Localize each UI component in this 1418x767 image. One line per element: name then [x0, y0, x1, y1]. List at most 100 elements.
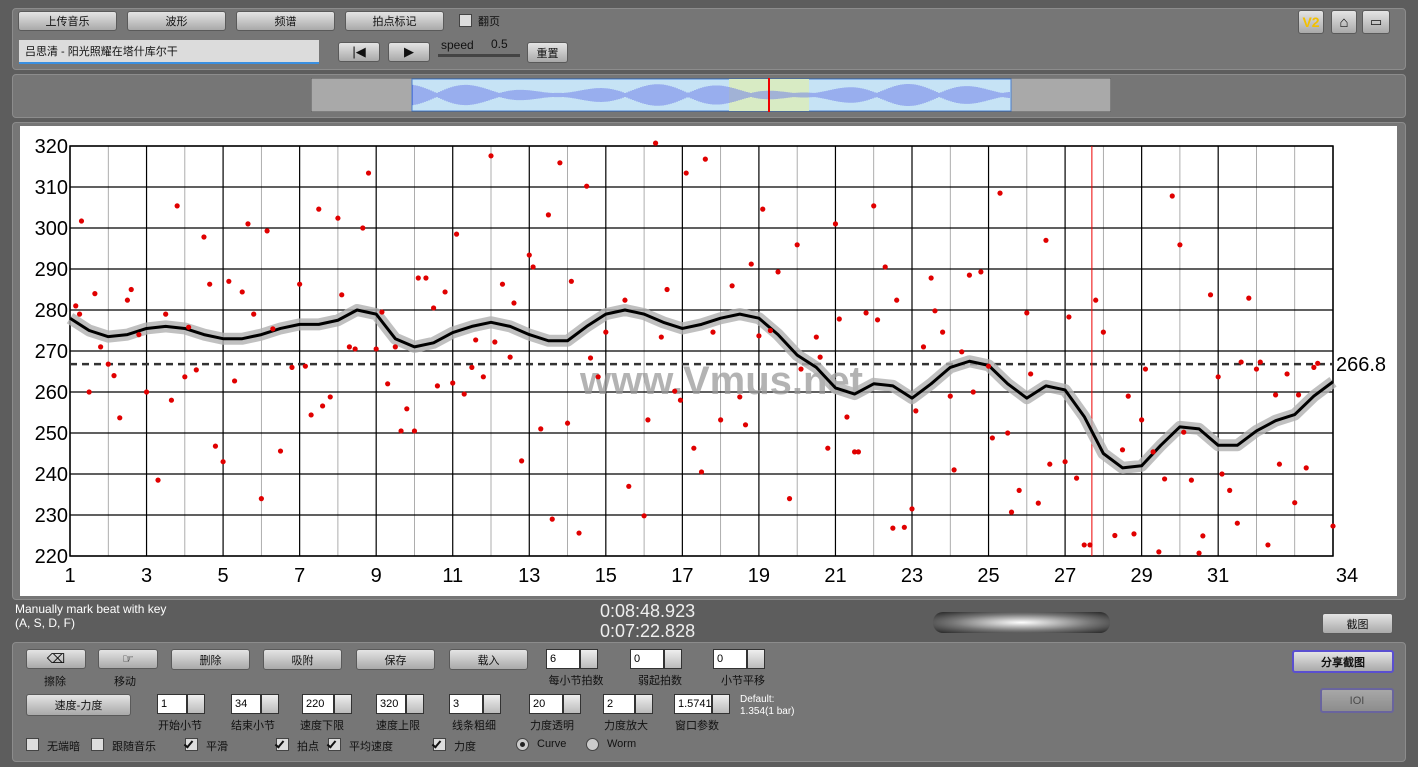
spinner-input[interactable]: 20	[529, 694, 563, 714]
spinner-label: 力度放大	[604, 720, 648, 732]
beat-point	[959, 349, 965, 355]
check-mark	[431, 738, 442, 749]
beat-point	[626, 483, 632, 489]
volume-slider[interactable]	[933, 612, 1110, 633]
radio-dot	[520, 742, 525, 747]
checkbox[interactable]	[26, 738, 39, 751]
spinner-arrows[interactable]	[712, 694, 730, 714]
share-button[interactable]: 分享截图	[1292, 650, 1394, 673]
checkbox[interactable]	[326, 738, 341, 751]
beat-point	[1246, 295, 1252, 301]
y-tick-label: 230	[35, 505, 68, 527]
beat-point	[1219, 471, 1225, 477]
checkbox[interactable]	[91, 738, 104, 751]
beat-point	[1292, 500, 1298, 506]
reset-button[interactable]: 重置	[527, 42, 568, 63]
spinner-arrows[interactable]	[747, 649, 765, 669]
action-button[interactable]: 载入	[449, 649, 528, 670]
waveform-overview[interactable]	[311, 78, 1111, 112]
spinner-input[interactable]: 6	[546, 649, 580, 669]
checkbox[interactable]	[183, 738, 198, 751]
beat-point	[564, 420, 571, 426]
toolbar-button[interactable]: 波形	[127, 11, 226, 31]
checkbox[interactable]	[274, 738, 289, 751]
action-button[interactable]: 保存	[356, 649, 435, 670]
beat-point	[1087, 542, 1093, 548]
spinner-arrows[interactable]	[580, 649, 598, 669]
beat-point	[73, 303, 79, 309]
spinner-arrows[interactable]	[406, 694, 424, 714]
beat-point	[201, 234, 207, 240]
spinner-input[interactable]: 0	[630, 649, 664, 669]
spinner-input[interactable]: 0	[713, 649, 747, 669]
beat-point	[78, 218, 85, 224]
spinner-input[interactable]: 1	[157, 694, 187, 714]
spinner-arrows[interactable]	[261, 694, 279, 714]
screenshot-button[interactable]: 截图	[1322, 613, 1393, 634]
x-tick-label: 29	[1131, 565, 1153, 587]
play-button[interactable]: ▶	[388, 42, 430, 62]
song-title[interactable]: 吕思清 - 阳光照耀在塔什库尔干	[19, 40, 319, 64]
radio-button[interactable]	[516, 738, 529, 751]
toolbar-button[interactable]: 拍点标记	[345, 11, 444, 31]
home-button[interactable]: ⌂	[1331, 10, 1357, 34]
beat-point	[767, 327, 773, 334]
spinner-input[interactable]: 1.5741	[674, 694, 712, 714]
beat-point	[683, 170, 689, 176]
beat-point	[672, 388, 678, 394]
beat-point	[182, 374, 188, 380]
beat-point	[155, 477, 161, 483]
spinner-input[interactable]: 320	[376, 694, 406, 714]
beat-point	[748, 261, 754, 267]
y-tick-label: 290	[35, 259, 68, 281]
spinner-arrows[interactable]	[483, 694, 501, 714]
prev-button[interactable]: |◀	[338, 42, 380, 62]
beat-point	[530, 264, 536, 270]
beat-point	[882, 264, 888, 270]
x-tick-label: 15	[595, 565, 617, 587]
fullscreen-button[interactable]: ▭	[1362, 10, 1390, 34]
beat-point	[970, 389, 976, 395]
beat-point	[538, 426, 544, 432]
beat-point	[1028, 371, 1034, 377]
x-tick-label: 34	[1336, 565, 1358, 587]
spinner-arrows[interactable]	[563, 694, 581, 714]
tool-button[interactable]: ☞	[98, 649, 158, 669]
spinner-arrows[interactable]	[334, 694, 352, 714]
action-button[interactable]: 删除	[171, 649, 250, 670]
spinner-input[interactable]: 220	[302, 694, 334, 714]
spinner-arrows[interactable]	[635, 694, 653, 714]
beat-point	[989, 435, 995, 441]
checkbox[interactable]	[459, 14, 472, 27]
toolbar-button[interactable]: 上传音乐	[18, 11, 117, 31]
beat-point	[308, 412, 314, 418]
radio-button[interactable]	[586, 738, 599, 751]
beat-point	[890, 525, 896, 531]
beat-point	[346, 344, 352, 350]
checkbox-label: 平均速度	[349, 741, 393, 753]
spinner-arrows[interactable]	[664, 649, 682, 669]
beat-point	[1188, 477, 1194, 483]
mode-button[interactable]: 速度-力度	[26, 694, 131, 716]
default-value: 1.354(1 bar)	[740, 706, 795, 717]
tool-button[interactable]: ⌫	[26, 649, 86, 669]
beat-point	[576, 530, 582, 536]
spinner-input[interactable]: 34	[231, 694, 261, 714]
beat-point	[1066, 314, 1072, 320]
beat-point	[1311, 364, 1317, 370]
beat-point	[775, 269, 781, 275]
checkbox[interactable]	[431, 738, 446, 751]
y-tick-label: 320	[35, 136, 68, 158]
beat-point	[1284, 371, 1290, 377]
action-button[interactable]: 吸附	[263, 649, 342, 670]
version-badge[interactable]: V2	[1298, 10, 1324, 34]
beat-point	[718, 417, 724, 423]
spinner-input[interactable]: 2	[603, 694, 635, 714]
beat-point	[423, 275, 429, 281]
toolbar-button[interactable]: 频谱	[236, 11, 335, 31]
speed-slider[interactable]	[438, 54, 520, 57]
spinner-input[interactable]: 3	[449, 694, 483, 714]
beat-point	[1215, 374, 1221, 380]
spinner-arrows[interactable]	[187, 694, 205, 714]
